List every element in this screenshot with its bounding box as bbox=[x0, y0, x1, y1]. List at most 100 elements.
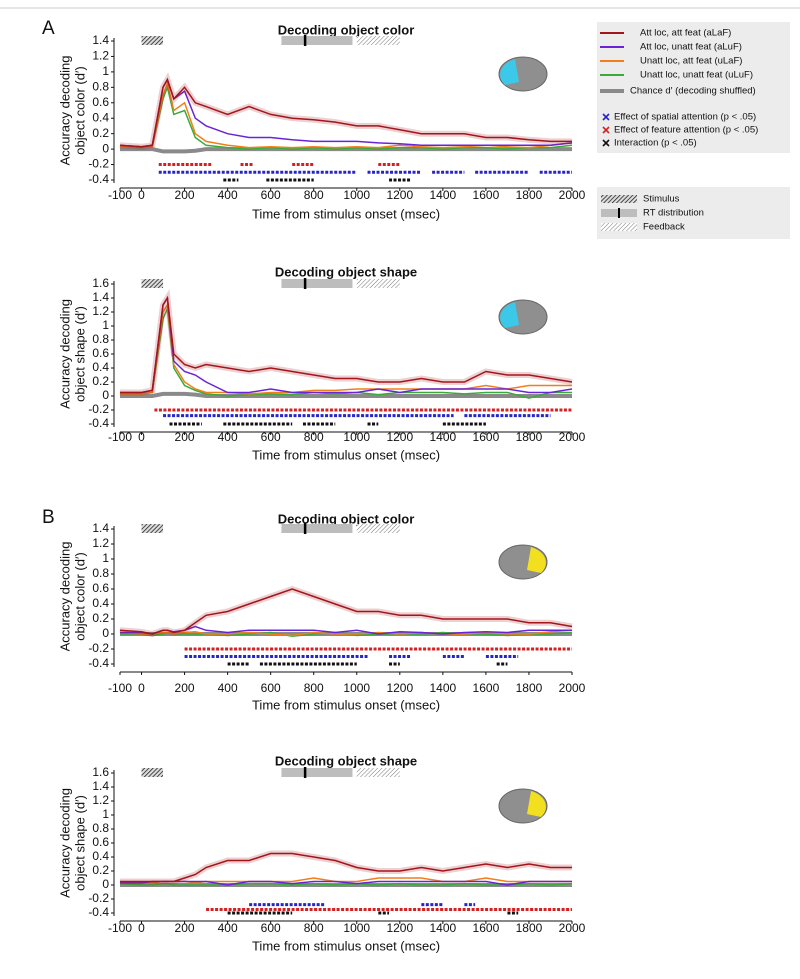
legend-label: Unatt loc, unatt feat (uLuF) bbox=[640, 70, 753, 81]
event-legend-label: RT distribution bbox=[643, 208, 704, 219]
y-tick-label: -0.2 bbox=[88, 641, 109, 655]
series-line bbox=[120, 852, 572, 883]
x-tick-label: 2000 bbox=[559, 681, 586, 695]
series-line bbox=[119, 84, 573, 150]
x-tick-label: 400 bbox=[218, 430, 238, 444]
x-tick-label: 1200 bbox=[386, 681, 413, 695]
x-tick-label: 800 bbox=[304, 921, 324, 935]
y-tick-label: 0 bbox=[102, 388, 109, 402]
y-tick-label: 1.2 bbox=[92, 304, 109, 318]
y-tick-label: 0 bbox=[102, 877, 109, 891]
x-tick-label: 1800 bbox=[516, 188, 543, 202]
legend-label: Chance d′ (decoding shuffled) bbox=[630, 86, 756, 97]
event-bar bbox=[356, 524, 400, 533]
y-tick-label: -0.4 bbox=[88, 172, 109, 186]
event-bar bbox=[141, 524, 164, 533]
legend-label: Att loc, att feat (aLaF) bbox=[640, 28, 731, 39]
series-line bbox=[120, 391, 572, 398]
x-tick-label: 0 bbox=[138, 188, 145, 202]
x-axis-label: Time from stimulus onset (msec) bbox=[252, 447, 440, 462]
x-axis-label: Time from stimulus onset (msec) bbox=[252, 206, 440, 221]
x-tick-label: -100 bbox=[108, 188, 132, 202]
x-tick-label: 1000 bbox=[343, 188, 370, 202]
y-tick-label: 1 bbox=[102, 318, 109, 332]
y-tick-label: 0.6 bbox=[92, 835, 109, 849]
y-tick-label: 0.6 bbox=[92, 581, 109, 595]
event-bar bbox=[356, 279, 400, 288]
panel-label: A bbox=[42, 18, 55, 39]
x-tick-label: 1400 bbox=[430, 921, 457, 935]
y-tick-label: 1.2 bbox=[92, 536, 109, 550]
y-tick-label: 1.6 bbox=[92, 765, 109, 779]
legend-label: Interaction (p < .05) bbox=[614, 138, 697, 149]
y-tick-label: 0.2 bbox=[92, 374, 109, 388]
event-bar bbox=[281, 36, 353, 45]
x-tick-label: 1600 bbox=[473, 921, 500, 935]
x-tick-label: 1200 bbox=[386, 921, 413, 935]
x-tick-label: 400 bbox=[218, 188, 238, 202]
event-legend-swatch bbox=[601, 223, 637, 231]
x-tick-label: 200 bbox=[175, 430, 195, 444]
y-tick-label: -0.2 bbox=[88, 402, 109, 416]
y-tick-label: 1.2 bbox=[92, 49, 109, 63]
event-legend-swatch bbox=[601, 195, 637, 203]
x-tick-label: 1400 bbox=[430, 681, 457, 695]
x-tick-label: 1000 bbox=[343, 921, 370, 935]
series-line bbox=[119, 77, 572, 148]
x-tick-label: 1000 bbox=[343, 681, 370, 695]
y-tick-label: -0.2 bbox=[88, 891, 109, 905]
y-tick-label: 0.6 bbox=[92, 346, 109, 360]
series-line bbox=[119, 588, 573, 635]
y-tick-label: 0.6 bbox=[92, 95, 109, 109]
y-tick-label: 1.4 bbox=[92, 33, 109, 47]
event-bar bbox=[141, 36, 164, 45]
y-tick-label: 1.4 bbox=[92, 779, 109, 793]
brain-roi bbox=[500, 59, 519, 85]
y-tick-label: 0.8 bbox=[92, 80, 109, 94]
series-line bbox=[119, 629, 573, 637]
y-axis-label: object shape (d′) bbox=[72, 795, 87, 891]
series-line bbox=[120, 295, 573, 394]
event-bar bbox=[281, 768, 353, 777]
y-axis-label: Accuracy decoding bbox=[57, 56, 72, 166]
event-legend-label: Feedback bbox=[643, 222, 685, 233]
x-tick-label: 1600 bbox=[473, 681, 500, 695]
event-legend-label: Stimulus bbox=[643, 194, 680, 205]
x-tick-label: 0 bbox=[138, 430, 145, 444]
x-tick-label: 1000 bbox=[343, 430, 370, 444]
x-tick-label: 1400 bbox=[430, 188, 457, 202]
x-tick-label: 1600 bbox=[473, 188, 500, 202]
y-tick-label: 1 bbox=[102, 551, 109, 565]
x-tick-label: 1400 bbox=[430, 430, 457, 444]
chart-title: Decoding object shape bbox=[275, 753, 417, 768]
x-tick-label: 1800 bbox=[516, 921, 543, 935]
event-bar bbox=[141, 768, 164, 777]
x-tick-label: 400 bbox=[218, 921, 238, 935]
y-tick-label: 1.6 bbox=[92, 276, 109, 290]
legend-label: Effect of spatial attention (p < .05) bbox=[614, 112, 756, 123]
chart-title: Decoding object color bbox=[278, 22, 415, 37]
y-tick-label: 1.2 bbox=[92, 793, 109, 807]
y-tick-label: 0.8 bbox=[92, 566, 109, 580]
x-tick-label: 1800 bbox=[516, 430, 543, 444]
legend-marker bbox=[602, 113, 610, 121]
y-tick-label: 0.8 bbox=[92, 821, 109, 835]
y-tick-label: 0.4 bbox=[92, 596, 109, 610]
x-tick-label: 1600 bbox=[473, 430, 500, 444]
x-tick-label: 600 bbox=[261, 681, 281, 695]
series-line bbox=[119, 882, 573, 886]
x-tick-label: 1200 bbox=[386, 188, 413, 202]
x-tick-label: 200 bbox=[175, 681, 195, 695]
x-tick-label: 0 bbox=[138, 681, 145, 695]
x-tick-label: -100 bbox=[108, 681, 132, 695]
y-tick-label: 0.2 bbox=[92, 611, 109, 625]
x-tick-label: 800 bbox=[304, 681, 324, 695]
y-tick-label: 1 bbox=[102, 64, 109, 78]
y-axis-label: Accuracy decoding bbox=[57, 542, 72, 652]
x-tick-label: -100 bbox=[108, 921, 132, 935]
y-tick-label: 0.8 bbox=[92, 332, 109, 346]
x-tick-label: 2000 bbox=[559, 188, 586, 202]
x-tick-label: 800 bbox=[304, 188, 324, 202]
y-axis-label: object color (d′) bbox=[72, 66, 87, 154]
x-tick-label: -100 bbox=[108, 430, 132, 444]
